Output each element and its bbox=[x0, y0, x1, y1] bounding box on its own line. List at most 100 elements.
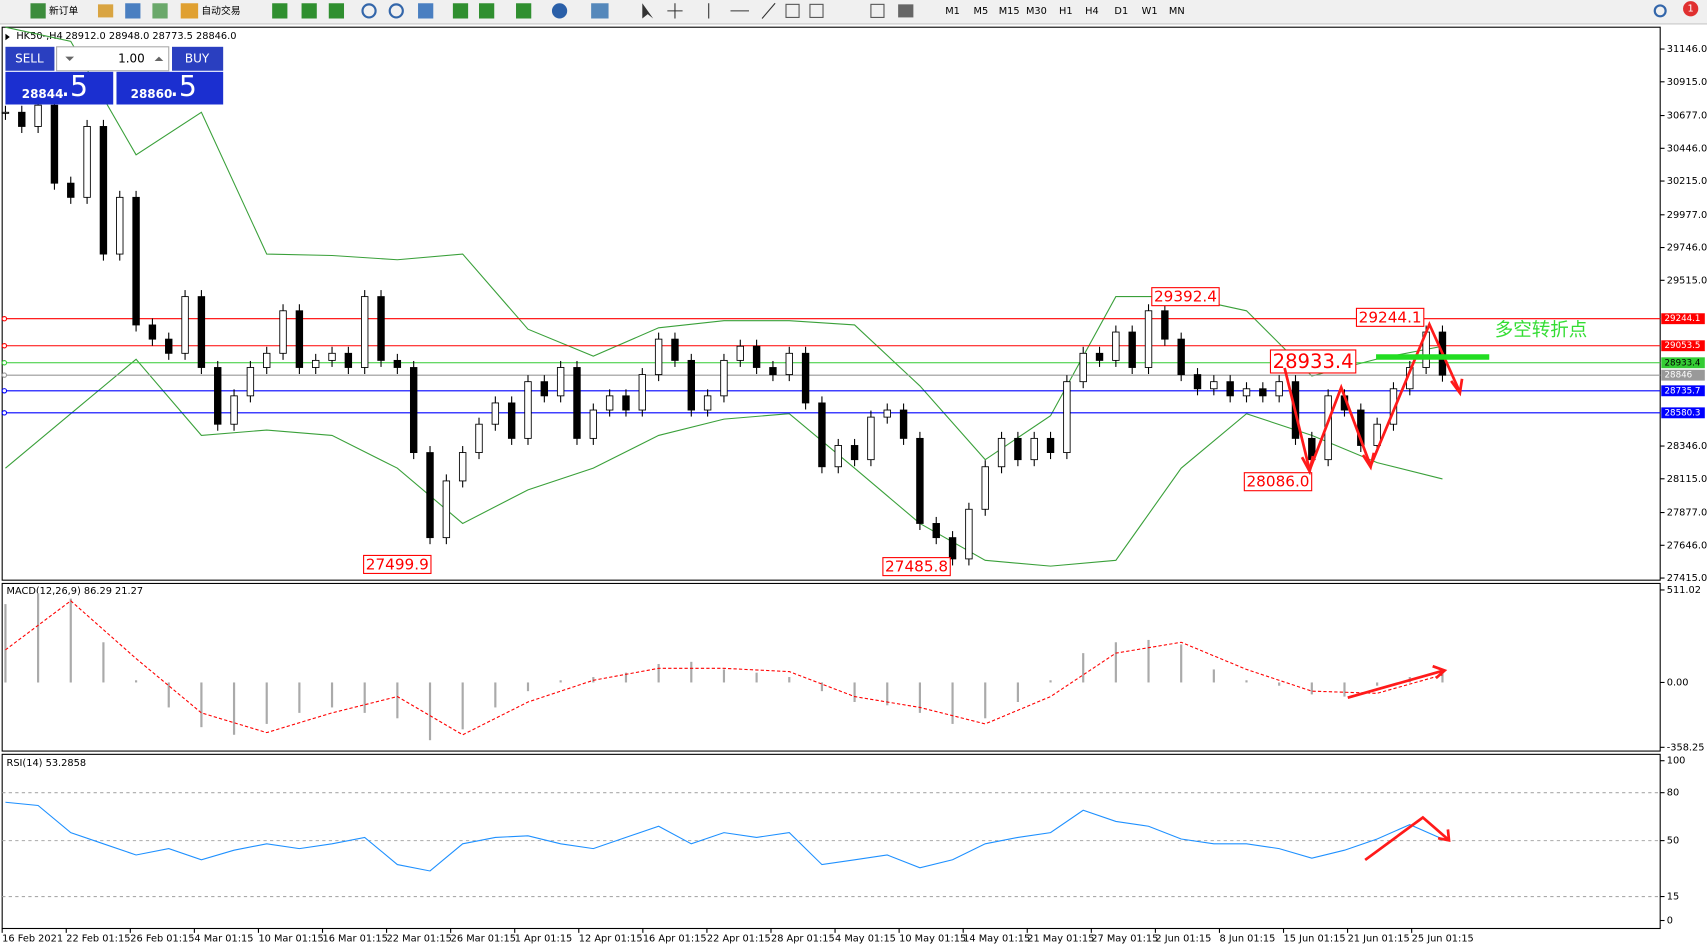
candle bbox=[752, 345, 761, 368]
buy-price-box[interactable] bbox=[116, 71, 224, 105]
lot-up[interactable] bbox=[154, 56, 164, 61]
candle bbox=[1373, 423, 1381, 446]
candle bbox=[850, 445, 859, 461]
new-order-icon[interactable] bbox=[30, 3, 46, 19]
tool-icon[interactable] bbox=[272, 3, 288, 19]
templates[interactable] bbox=[591, 3, 609, 19]
x-tick-label: 22 Apr 01:15 bbox=[707, 933, 771, 944]
line-tools[interactable] bbox=[708, 2, 776, 19]
candle bbox=[377, 296, 385, 361]
indicators[interactable] bbox=[516, 3, 532, 19]
auto-trading-icon[interactable] bbox=[180, 3, 199, 19]
x-tick-label: 15 Jun 01:15 bbox=[1284, 933, 1346, 944]
candle bbox=[1079, 352, 1087, 383]
candle bbox=[165, 338, 173, 354]
candle bbox=[671, 338, 679, 361]
arrow-head bbox=[1361, 452, 1376, 471]
level-label: 28846 bbox=[1665, 371, 1693, 381]
channel-tool[interactable] bbox=[785, 3, 800, 18]
lot-input[interactable] bbox=[56, 46, 170, 72]
tool-icon[interactable] bbox=[328, 3, 345, 19]
notification-count: 1 bbox=[1688, 4, 1694, 15]
plot: 31146.0 30915.0 30677.0 30446.0 30215.0 29977… bbox=[1, 26, 1707, 944]
timeframe[interactable]: M1 bbox=[945, 6, 960, 17]
buy-price-frac: .5 bbox=[170, 70, 197, 103]
tool-icon[interactable] bbox=[97, 4, 114, 18]
x-tick-label: 14 May 01:15 bbox=[963, 933, 1030, 944]
buy-button[interactable] bbox=[172, 46, 224, 71]
annotation: 29392.4 bbox=[1154, 288, 1217, 306]
candle bbox=[1063, 381, 1071, 454]
x-tick-label: 4 Mar 01:15 bbox=[194, 933, 253, 944]
candle bbox=[1, 111, 10, 114]
candle bbox=[1144, 310, 1153, 368]
auto-trading[interactable]: 自动交易 bbox=[201, 4, 240, 17]
y-tick-label: 100 bbox=[1667, 756, 1686, 767]
timeframe[interactable]: M30 bbox=[1026, 6, 1047, 17]
y-tick-label: 0.00 bbox=[1667, 677, 1689, 688]
x-tick-label: 27 May 01:15 bbox=[1091, 933, 1158, 944]
fibo-tool[interactable] bbox=[809, 3, 824, 18]
buy-label[interactable]: BUY bbox=[185, 51, 210, 65]
annotation-box bbox=[1243, 472, 1313, 492]
collapse-icon[interactable] bbox=[5, 33, 10, 41]
x-tick-label: 28 Apr 01:15 bbox=[771, 933, 835, 944]
annotation-box bbox=[1151, 287, 1220, 307]
level-label: 28735.7 bbox=[1665, 386, 1701, 396]
y-tick-label: 15 bbox=[1667, 892, 1679, 903]
candle bbox=[916, 437, 924, 524]
timeframe[interactable]: M15 bbox=[999, 6, 1020, 17]
lot-value[interactable]: 1.00 bbox=[118, 51, 145, 65]
x-tick-label: 22 Mar 01:15 bbox=[387, 933, 452, 944]
tool-icon[interactable] bbox=[452, 3, 469, 19]
notification-badge[interactable] bbox=[1683, 1, 1699, 17]
periods[interactable] bbox=[551, 3, 568, 19]
candle bbox=[344, 352, 353, 368]
candle bbox=[769, 367, 777, 376]
rsi-title: RSI(14) 53.2858 bbox=[7, 758, 87, 769]
candle bbox=[1210, 381, 1218, 390]
arrow-head bbox=[1437, 829, 1451, 843]
sell-price-box[interactable] bbox=[5, 71, 114, 105]
arrow-tool[interactable] bbox=[898, 4, 914, 18]
timeframe[interactable]: H1 bbox=[1059, 6, 1073, 17]
tool-icon[interactable] bbox=[479, 3, 495, 19]
sell-button[interactable] bbox=[5, 46, 55, 71]
timeframe[interactable]: M5 bbox=[974, 6, 989, 17]
candle bbox=[360, 296, 369, 368]
candle bbox=[263, 352, 271, 368]
x-tick-label: 21 Jun 01:15 bbox=[1348, 933, 1410, 944]
tool-icon[interactable] bbox=[125, 3, 141, 19]
line bbox=[5, 801, 1443, 872]
lot-down[interactable] bbox=[65, 56, 75, 61]
symbol-title: HK50-,H4 bbox=[16, 31, 62, 42]
label-tool[interactable] bbox=[870, 3, 885, 18]
candle bbox=[1046, 437, 1055, 454]
candle bbox=[1259, 388, 1267, 397]
candle bbox=[720, 359, 728, 397]
x-tick-label: 12 Apr 01:15 bbox=[579, 933, 643, 944]
zoom-out[interactable] bbox=[388, 3, 404, 19]
candle bbox=[556, 367, 565, 397]
timeframe[interactable]: MN bbox=[1169, 6, 1185, 17]
crosshair-tool[interactable] bbox=[667, 3, 683, 19]
zoom-in[interactable] bbox=[361, 3, 377, 19]
timeframe[interactable]: D1 bbox=[1114, 6, 1128, 17]
rsi-pane bbox=[1, 753, 1661, 930]
new-order[interactable]: 新订单 bbox=[49, 4, 79, 17]
candle bbox=[932, 523, 940, 539]
timeframe[interactable]: H4 bbox=[1085, 6, 1099, 17]
tool-icon[interactable] bbox=[152, 3, 168, 19]
search[interactable] bbox=[1653, 4, 1667, 18]
candle bbox=[540, 381, 549, 397]
toolbar bbox=[0, 0, 1707, 24]
line bbox=[5, 600, 1443, 736]
sell-label[interactable]: SELL bbox=[15, 51, 44, 65]
timeframe[interactable]: W1 bbox=[1142, 6, 1158, 17]
cursor-tool[interactable] bbox=[642, 3, 654, 19]
annotation-box bbox=[1355, 307, 1425, 327]
tool-icon[interactable] bbox=[301, 3, 317, 19]
macd-title: MACD(12,26,9) 86.29 21.27 bbox=[7, 586, 144, 597]
candle bbox=[703, 395, 712, 411]
tool-icon[interactable] bbox=[418, 3, 434, 19]
